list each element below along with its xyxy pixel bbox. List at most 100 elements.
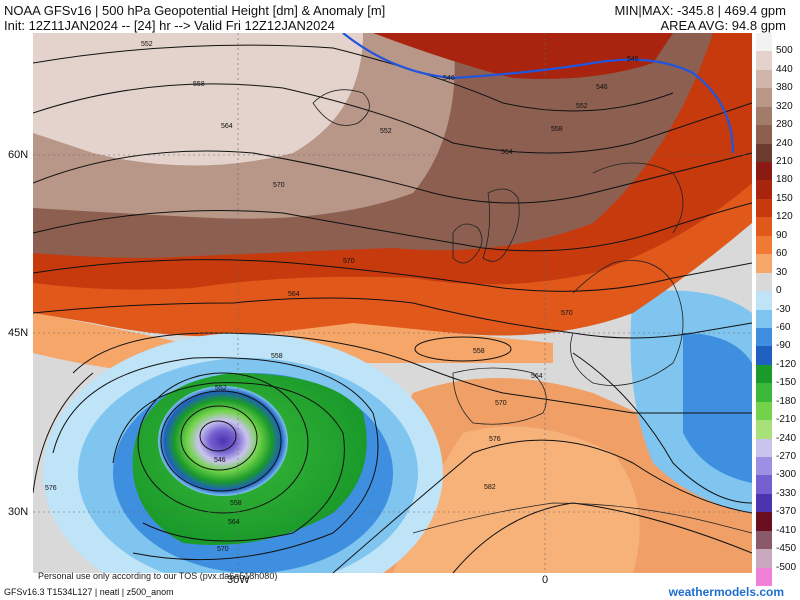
colorbar-tick-label: 210	[776, 156, 793, 168]
colorbar-swatch	[756, 364, 772, 384]
colorbar-tick-label: 240	[776, 137, 793, 149]
contour-label-layer: 552 558 564 570 546 552 558 564 570 546 …	[45, 41, 639, 553]
contour-label: 552	[380, 128, 392, 135]
contour-label: 546	[596, 84, 608, 91]
area-avg-stat: AREA AVG: 94.8 gpm	[660, 18, 787, 33]
contour-label: 564	[531, 373, 543, 380]
map-title: NOAA GFSv16 | 500 hPa Geopotential Heigh…	[4, 3, 386, 18]
contour-label: 552	[576, 103, 588, 110]
graticule	[33, 33, 752, 573]
colorbar-swatch	[756, 125, 772, 145]
colorbar-tick-label: -150	[776, 377, 797, 389]
colorbar-tick-label: 0	[776, 285, 782, 297]
height-contours	[33, 44, 752, 573]
anomaly-area-positive-northeast	[373, 33, 673, 79]
colorbar-swatch	[756, 401, 772, 421]
colorbar-swatch	[756, 180, 772, 200]
colorbar-swatch	[756, 309, 772, 329]
contour-label: 552	[215, 385, 227, 392]
colorbar-tick-label: -180	[776, 395, 797, 407]
brand-link[interactable]: weathermodels.com	[668, 585, 784, 599]
lat-label-60n: 60N	[8, 149, 29, 161]
colorbar-tick-label: -240	[776, 432, 797, 444]
colorbar-tick-label: 180	[776, 174, 793, 186]
colorbar-tick-label: -90	[776, 340, 791, 352]
colorbar-swatch	[756, 106, 772, 126]
colorbar-swatch	[756, 567, 772, 587]
coastlines	[312, 89, 752, 534]
colorbar-tick-label: -450	[776, 543, 797, 555]
colorbar-swatch	[756, 254, 772, 274]
contour-label: 552	[141, 41, 153, 48]
colorbar-tick-label: 120	[776, 211, 793, 223]
colorbar-tick-label: 30	[776, 266, 788, 278]
colorbar-swatch	[756, 33, 772, 52]
colorbar-swatch	[756, 512, 772, 532]
contour-label: 564	[228, 519, 240, 526]
colorbar-tick-label: 440	[776, 63, 793, 75]
colorbar-tick-label: -120	[776, 358, 797, 370]
contour-label: 558	[551, 126, 563, 133]
contour-label: 546	[443, 75, 455, 82]
colorbar-tick-label: -500	[776, 561, 797, 573]
colorbar-swatch	[756, 235, 772, 255]
contour-label: 582	[484, 484, 496, 491]
colorbar-swatch	[756, 69, 772, 89]
model-info: GFSv16.3 T1534L127 | neatl | z500_anom	[4, 587, 174, 597]
contour-label: 570	[561, 310, 573, 317]
colorbar-swatch	[756, 272, 772, 292]
colorbar-tick-label: 500	[776, 45, 793, 57]
contour-label: 558	[473, 348, 485, 355]
colorbar-swatch	[756, 51, 772, 71]
colorbar-swatch	[756, 346, 772, 366]
anomaly-area-positive-north-5	[33, 33, 363, 166]
colorbar-tick-label: -300	[776, 469, 797, 481]
anomaly-colorbar	[756, 33, 772, 587]
min-max-stat: MIN|MAX: -345.8 | 469.4 gpm	[614, 3, 787, 18]
contour-label: 570	[343, 258, 355, 265]
colorbar-tick-label: -330	[776, 487, 797, 499]
cut-off-low-center	[158, 386, 288, 496]
contour-label: 564	[501, 149, 513, 156]
colorbar-swatch	[756, 88, 772, 108]
colorbar-swatch	[756, 198, 772, 218]
anomaly-area-positive-south-inner	[393, 426, 640, 573]
contour-label: 546	[627, 56, 639, 63]
colorbar-tick-label: -370	[776, 506, 797, 518]
colorbar-tick-label: -60	[776, 321, 791, 333]
colorbar-tick-label: -270	[776, 450, 797, 462]
lat-label-30n: 30N	[8, 506, 29, 518]
contour-label: 576	[45, 485, 57, 492]
colorbar-tick-label: -30	[776, 303, 791, 315]
colorbar-tick-label: 280	[776, 119, 793, 131]
colorbar-swatch	[756, 162, 772, 181]
contour-540-line	[342, 33, 735, 154]
colorbar-swatch	[756, 217, 772, 237]
contour-label: 558	[230, 500, 242, 507]
anomaly-area-negative-east-inner	[683, 333, 752, 483]
map-subtitle: Init: 12Z11JAN2024 -- [24] hr --> Valid …	[4, 18, 335, 33]
colorbar-swatch	[756, 143, 772, 163]
anomaly-map: 552 558 564 570 546 552 558 564 570 546 …	[33, 33, 752, 573]
contour-label: 570	[273, 182, 285, 189]
tos-notice: Personal use only according to our TOS (…	[38, 571, 278, 581]
colorbar-tick-label: 320	[776, 100, 793, 112]
contour-label: 570	[217, 546, 229, 553]
lat-label-45n: 45N	[8, 327, 29, 339]
contour-label: 558	[193, 81, 205, 88]
contour-label: 576	[489, 436, 501, 443]
colorbar-tick-label: 150	[776, 192, 793, 204]
colorbar-tick-label: -410	[776, 524, 797, 536]
contour-label: 558	[271, 353, 283, 360]
colorbar-swatch	[756, 493, 772, 513]
colorbar-swatch	[756, 383, 772, 403]
colorbar-swatch	[756, 327, 772, 347]
contour-label: 564	[221, 123, 233, 130]
colorbar-tick-label: 60	[776, 248, 788, 260]
lon-label-30w: 30W	[227, 574, 250, 586]
map-svg: 552 558 564 570 546 552 558 564 570 546 …	[33, 33, 752, 573]
colorbar-swatch	[756, 530, 772, 550]
contour-label: 570	[495, 400, 507, 407]
colorbar-tick-label: 90	[776, 229, 788, 241]
colorbar-swatch	[756, 438, 772, 458]
